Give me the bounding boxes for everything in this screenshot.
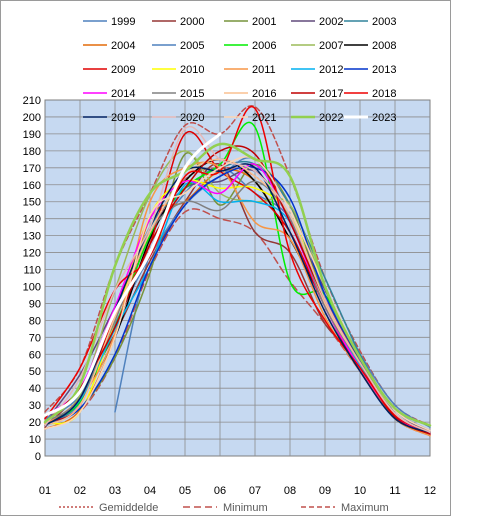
y-tick-label: 20: [29, 417, 41, 429]
solar-yield-line-chart: 0102030405060708090100110120130140150160…: [23, 16, 436, 514]
legend-label-2008: 2008: [372, 40, 396, 52]
legend-label-1999: 1999: [111, 16, 135, 28]
y-tick-label: 180: [23, 146, 41, 158]
y-tick-label: 70: [29, 332, 41, 344]
legend-label-2014: 2014: [111, 88, 135, 100]
bottom-legend: Gemiddelde Minimum Maximum: [59, 502, 389, 514]
x-tick-label: 06: [214, 485, 226, 497]
series-line-2023: [43, 132, 222, 417]
legend-label-minimum: Minimum: [223, 502, 268, 514]
legend-label-2015: 2015: [180, 88, 204, 100]
chart-frame: 0 10 20 30 40 50 60 70 80 90 100 110 120 130 140 150 160…: [0, 0, 451, 516]
x-tick-label: 04: [144, 485, 156, 497]
x-tick-label: 01: [39, 485, 51, 497]
legend-label-2016: 2016: [252, 88, 276, 100]
legend-label-2013: 2013: [372, 64, 396, 76]
y-tick-label: 40: [29, 383, 41, 395]
x-tick-label: 02: [74, 485, 86, 497]
x-tick-label: 12: [424, 485, 436, 497]
y-tick-label: 170: [23, 163, 41, 175]
legend-label-2009: 2009: [111, 64, 135, 76]
y-tick-label: 100: [23, 281, 41, 293]
x-tick-label: 03: [109, 485, 121, 497]
plot-area-background: [44, 99, 431, 457]
series-lines: [43, 105, 432, 437]
legend-label-2012: 2012: [319, 64, 343, 76]
y-tick-label: 130: [23, 231, 41, 243]
legend-label-2022: 2022: [319, 112, 343, 124]
legend-label-2001: 2001: [252, 16, 276, 28]
y-tick-label: 10: [29, 434, 41, 446]
x-tick-label: 07: [249, 485, 261, 497]
legend-label-2006: 2006: [252, 40, 276, 52]
y-tick-label: 0: [35, 451, 41, 463]
legend-label-2004: 2004: [111, 40, 135, 52]
axis-labels: 0102030405060708090100110120130140150160…: [23, 95, 436, 497]
series-line-2022: [43, 142, 432, 427]
legend-label-2020: 2020: [180, 112, 204, 124]
y-tick-label: 200: [23, 112, 41, 124]
legend-label-2011: 2011: [252, 64, 276, 76]
legend-label-2019: 2019: [111, 112, 135, 124]
legend-label-2007: 2007: [319, 40, 343, 52]
legend-label-2005: 2005: [180, 40, 204, 52]
legend-label-2000: 2000: [180, 16, 204, 28]
legend-label-gemiddelde: Gemiddelde: [99, 502, 158, 514]
y-tick-label: 140: [23, 214, 41, 226]
legend-label-2018: 2018: [372, 88, 396, 100]
x-tick-label: 08: [284, 485, 296, 497]
x-tick-label: 09: [319, 485, 331, 497]
y-tick-label: 110: [23, 265, 41, 277]
legend-label-2021: 2021: [252, 112, 276, 124]
legend-label-2017: 2017: [319, 88, 343, 100]
legend-label-2003: 2003: [372, 16, 396, 28]
y-tick-label: 160: [23, 180, 41, 192]
y-tick-label: 150: [23, 197, 41, 209]
top-legend: 1999 2000 2001 2002 2003 2004 2005 2006 2007 2008…: [83, 16, 396, 124]
x-tick-label: 05: [179, 485, 191, 497]
y-tick-label: 60: [29, 349, 41, 361]
y-tick-label: 30: [29, 400, 41, 412]
y-tick-label: 90: [29, 298, 41, 310]
legend-label-2002: 2002: [319, 16, 343, 28]
y-tick-label: 80: [29, 315, 41, 327]
legend-label-2010: 2010: [180, 64, 204, 76]
x-tick-label: 10: [354, 485, 366, 497]
y-tick-label: 190: [23, 129, 41, 141]
legend-label-maximum: Maximum: [341, 502, 389, 514]
legend-label-2023: 2023: [372, 112, 396, 124]
y-tick-label: 210: [23, 95, 41, 107]
y-tick-label: 120: [23, 248, 41, 260]
x-tick-label: 11: [389, 485, 400, 497]
y-tick-label: 50: [29, 366, 41, 378]
